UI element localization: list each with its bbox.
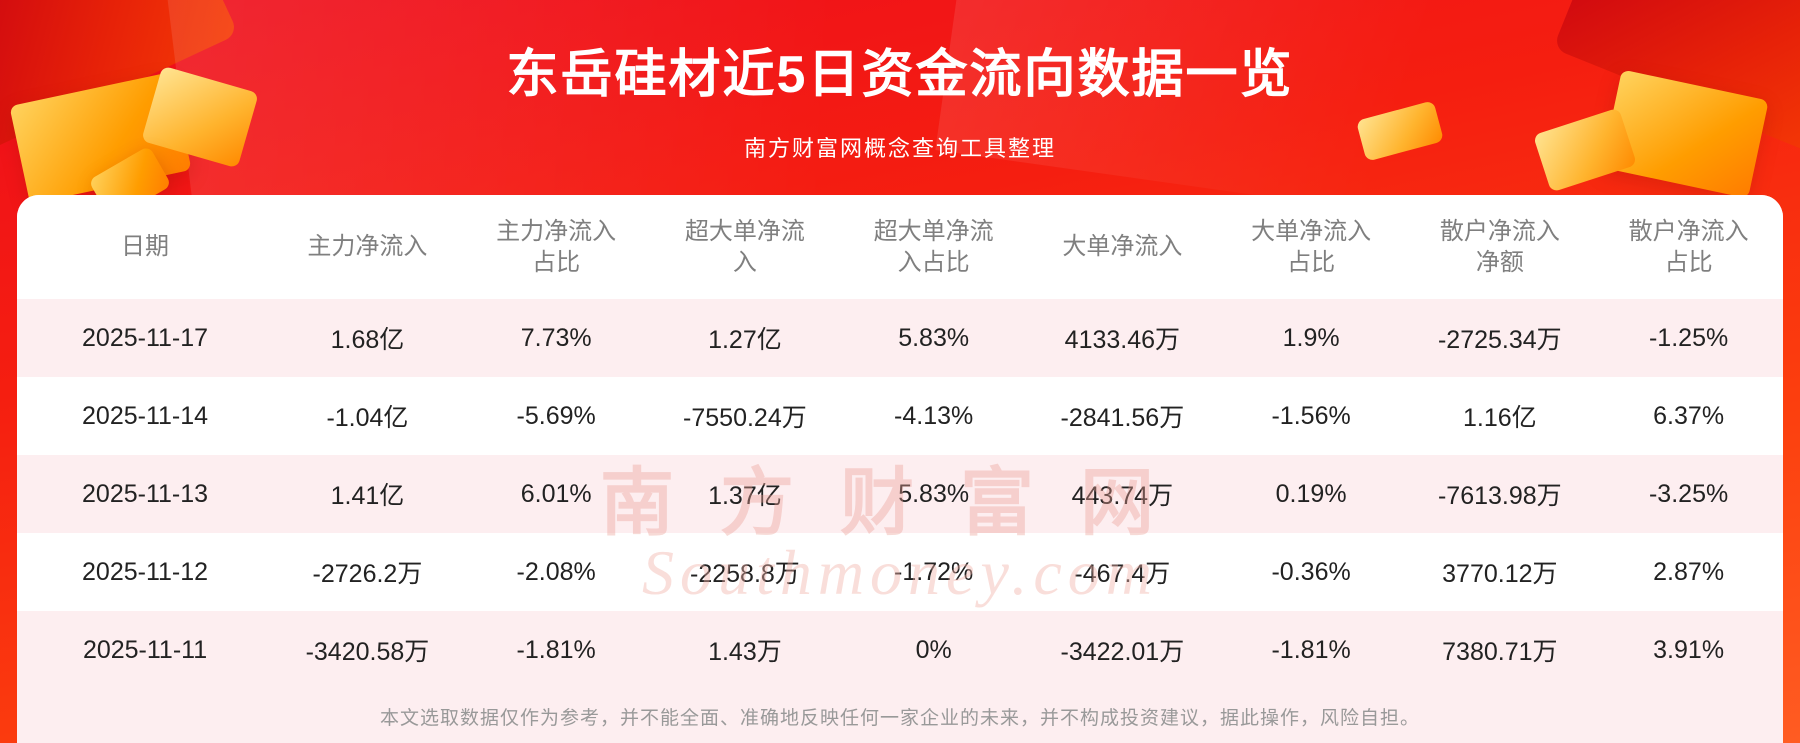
cell-xl-order-net-inflow-ratio: -4.13% [894,401,974,430]
col-header-large-order-net-inflow: 大单净流入 [1028,195,1217,299]
table-header-row: 日期 主力净流入 主力净流入 占比 超大单净流 入 超大单净流 入占比 大单净流… [17,195,1783,299]
cell-xl-order-net-inflow-ratio: -1.72% [894,557,974,586]
cell-main-net-inflow-ratio: 6.01% [520,479,592,508]
cell-main-net-inflow: -1.04亿 [326,404,409,432]
cell-large-order-net-inflow-ratio: -1.81% [1271,635,1351,664]
cell-retail-net-inflow-ratio: -3.25% [1648,479,1729,508]
cell-main-net-inflow-ratio: 7.73% [520,323,592,352]
table-row: 2025-11-17 1.68亿 7.73% 1.27亿 5.83% 4133.… [17,299,1783,377]
table-row: 2025-11-12 -2726.2万 -2.08% -2258.8万 -1.7… [17,533,1783,611]
col-header-xl-order-net-inflow-ratio: 超大单净流 入占比 [839,195,1028,299]
table-row: 2025-11-11 -3420.58万 -1.81% 1.43万 0% -34… [17,611,1783,689]
cell-retail-net-inflow: 7380.71万 [1442,638,1558,666]
cell-main-net-inflow: -2726.2万 [312,560,423,588]
cell-large-order-net-inflow: 443.74万 [1071,482,1174,510]
cell-retail-net-inflow-ratio: -1.25% [1648,323,1729,352]
cell-large-order-net-inflow: -3422.01万 [1060,638,1185,666]
page-subtitle: 南方财富网概念查询工具整理 [743,136,1056,161]
cell-date: 2025-11-17 [82,323,209,352]
cell-xl-order-net-inflow: 1.27亿 [708,326,782,354]
col-header-xl-order-net-inflow: 超大单净流 入 [650,195,840,299]
cell-main-net-inflow-ratio: -5.69% [516,401,596,430]
col-header-retail-net-inflow-ratio: 散户净流入 占比 [1594,195,1783,299]
cell-large-order-net-inflow-ratio: 0.19% [1275,479,1347,508]
fund-flow-table: 日期 主力净流入 主力净流入 占比 超大单净流 入 超大单净流 入占比 大单净流… [17,195,1783,689]
col-header-main-net-inflow: 主力净流入 [273,195,462,299]
cell-large-order-net-inflow: -467.4万 [1074,560,1171,588]
cell-main-net-inflow: 1.41亿 [330,482,405,510]
col-header-main-net-inflow-ratio: 主力净流入 占比 [461,195,651,299]
banner: 东岳硅材近5日资金流向数据一览 南方财富网概念查询工具整理 [0,0,1800,163]
cell-main-net-inflow: 1.68亿 [330,326,405,354]
cell-xl-order-net-inflow: 1.37亿 [708,482,782,510]
cell-date: 2025-11-14 [82,401,209,430]
cell-retail-net-inflow: 3770.12万 [1442,560,1558,588]
disclaimer: 本文选取数据仅作为参考，并不能全面、准确地反映任何一家企业的未来，并不构成投资建… [17,689,1783,743]
page-title: 东岳硅材近5日资金流向数据一览 [506,46,1294,104]
cell-large-order-net-inflow-ratio: 1.9% [1282,323,1340,352]
table-row: 2025-11-13 1.41亿 6.01% 1.37亿 5.83% 443.7… [17,455,1783,533]
cell-xl-order-net-inflow: 1.43万 [708,638,782,666]
cell-xl-order-net-inflow: -2258.8万 [690,560,800,588]
cell-large-order-net-inflow-ratio: -1.56% [1271,401,1351,430]
cell-large-order-net-inflow: -2841.56万 [1060,404,1185,432]
cell-main-net-inflow-ratio: -1.81% [516,635,596,664]
col-header-retail-net-inflow: 散户净流入 净额 [1405,195,1595,299]
cell-retail-net-inflow: -2725.34万 [1437,326,1562,354]
cell-xl-order-net-inflow-ratio: 5.83% [898,323,970,352]
cell-main-net-inflow-ratio: -2.08% [516,557,596,586]
col-header-date: 日期 [17,195,274,299]
cell-xl-order-net-inflow-ratio: 0% [915,635,952,664]
cell-retail-net-inflow-ratio: 3.91% [1653,635,1725,664]
cell-retail-net-inflow-ratio: 6.37% [1653,401,1725,430]
cell-retail-net-inflow: -7613.98万 [1437,482,1562,510]
cell-xl-order-net-inflow-ratio: 5.83% [898,479,970,508]
table-row: 2025-11-14 -1.04亿 -5.69% -7550.24万 -4.13… [17,377,1783,455]
cell-date: 2025-11-12 [82,557,209,586]
cell-retail-net-inflow: 1.16亿 [1463,404,1537,432]
data-card: 日期 主力净流入 主力净流入 占比 超大单净流 入 超大单净流 入占比 大单净流… [17,195,1783,743]
cell-main-net-inflow: -3420.58万 [305,638,430,666]
cell-date: 2025-11-11 [82,635,208,664]
cell-xl-order-net-inflow: -7550.24万 [683,404,807,432]
cell-date: 2025-11-13 [82,479,209,508]
cell-large-order-net-inflow: 4133.46万 [1064,326,1181,354]
cell-retail-net-inflow-ratio: 2.87% [1653,557,1725,586]
cell-large-order-net-inflow-ratio: -0.36% [1271,557,1351,586]
col-header-large-order-net-inflow-ratio: 大单净流入 占比 [1216,195,1406,299]
